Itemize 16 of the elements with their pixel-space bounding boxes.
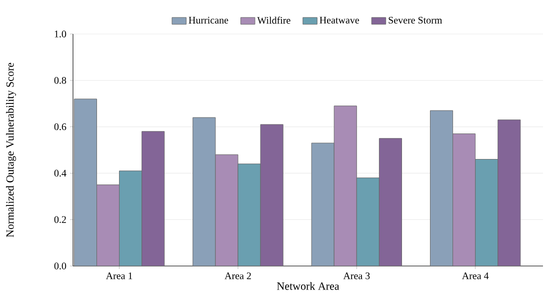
y-axis-title: Normalized Outage Vulnerability Score bbox=[6, 62, 16, 238]
legend-label: Wildfire bbox=[257, 16, 290, 24]
y-tick-label: 0.6 bbox=[54, 123, 66, 130]
x-axis-title: Network Area bbox=[277, 282, 340, 290]
x-tick-label: Area 2 bbox=[224, 272, 251, 280]
x-tick-label: Area 1 bbox=[106, 272, 132, 280]
y-tick-label: 0.4 bbox=[54, 170, 66, 177]
x-tick-label: Area 4 bbox=[462, 272, 489, 280]
y-tick-label: 0.0 bbox=[54, 262, 66, 270]
x-tick-label: Area 3 bbox=[343, 272, 370, 280]
y-tick-label: 0.2 bbox=[54, 216, 66, 223]
legend-label: Hurricane bbox=[188, 16, 228, 24]
y-tick-label: 0.8 bbox=[54, 77, 66, 84]
legend-label: Severe Storm bbox=[388, 16, 442, 24]
y-tick-label: 1.0 bbox=[54, 30, 66, 38]
legend-label: Heatwave bbox=[320, 16, 360, 24]
